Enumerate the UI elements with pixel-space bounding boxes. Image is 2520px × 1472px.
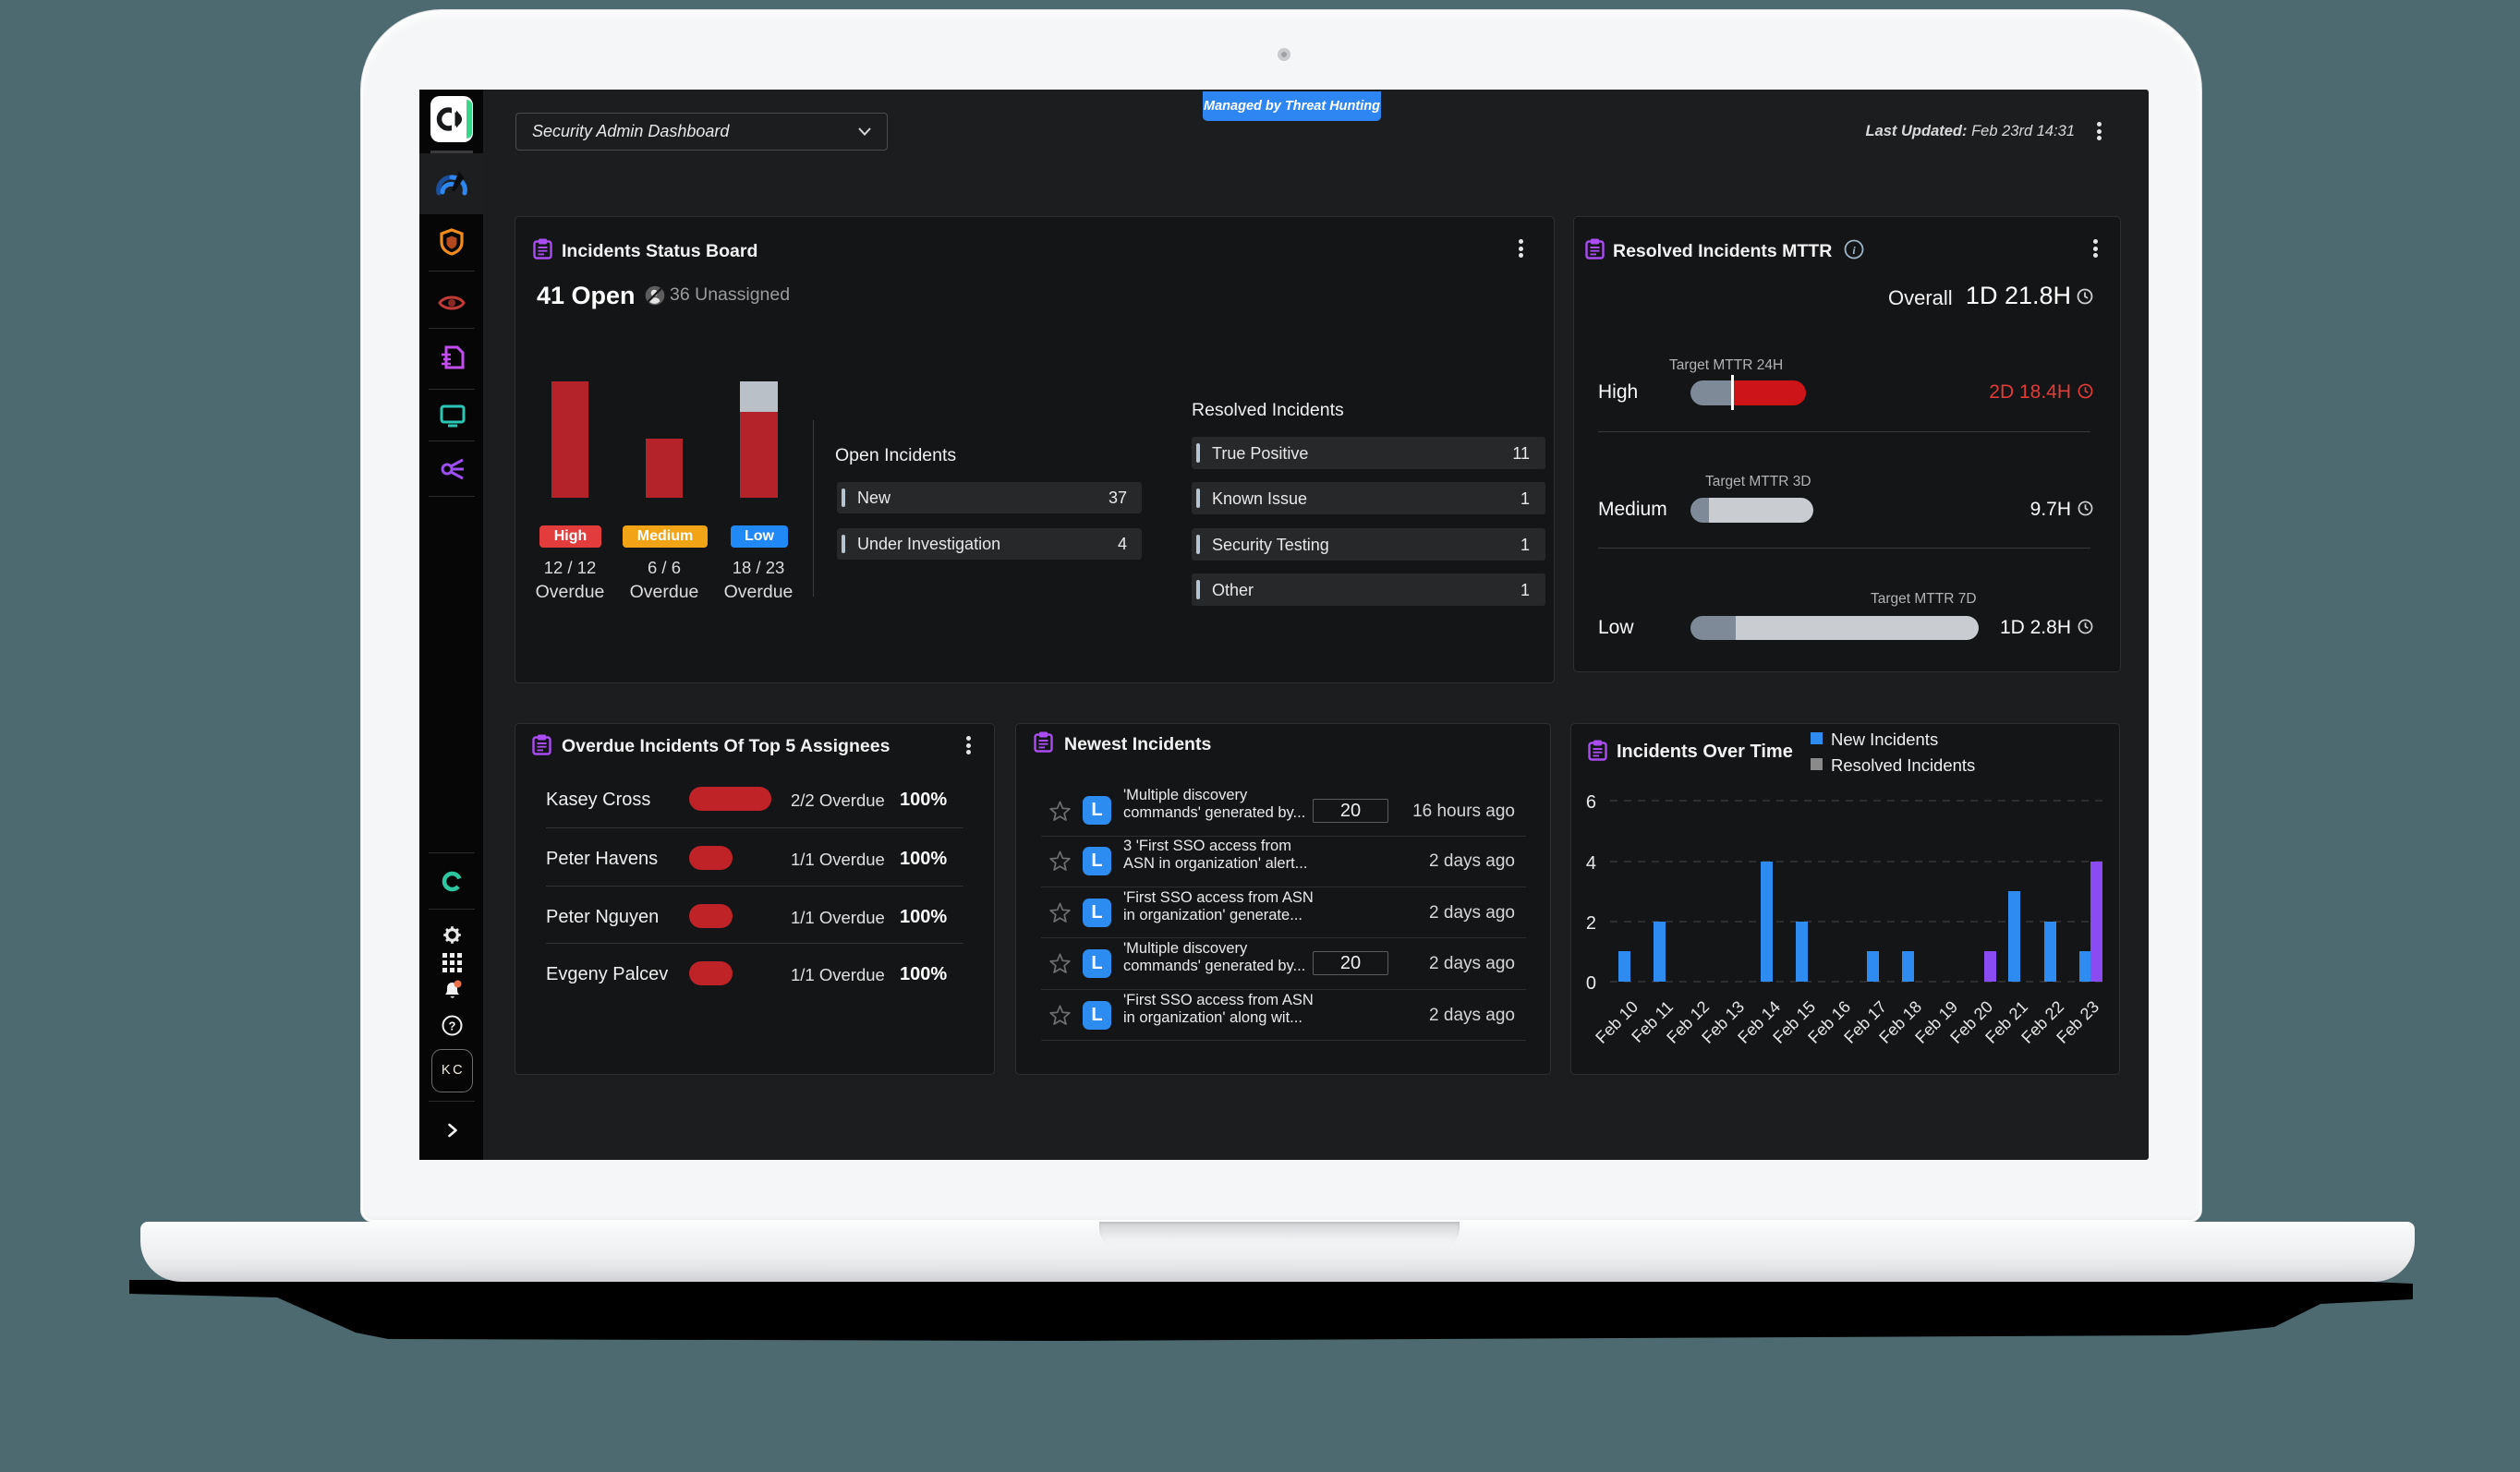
svg-text:?: ?	[449, 1020, 456, 1033]
svg-text:i: i	[1852, 244, 1856, 257]
